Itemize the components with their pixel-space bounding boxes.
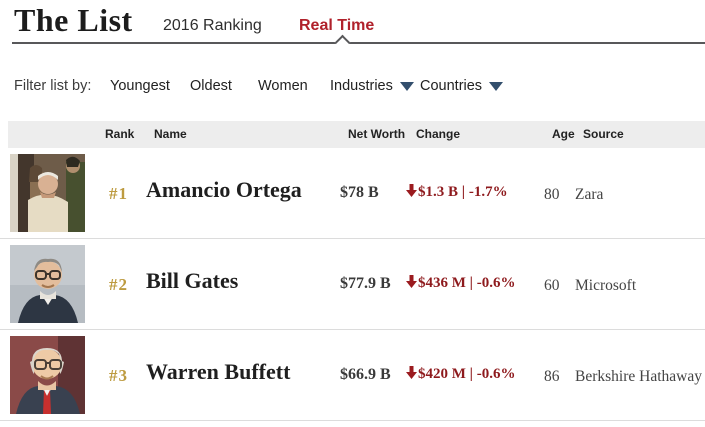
- filter-countries-label: Countries: [420, 78, 483, 94]
- table-row: #2 Bill Gates $77.9 B $436 M | -0.6% 60 …: [0, 239, 705, 330]
- filter-industries-dropdown[interactable]: Industries: [330, 78, 414, 94]
- filter-bar-label: Filter list by:: [14, 78, 92, 94]
- change-value: $1.3 B | -1.7%: [406, 184, 508, 202]
- source-value: Zara: [575, 186, 604, 203]
- billionaire-name-link[interactable]: Warren Buffett: [146, 359, 291, 384]
- active-tab-notch: [334, 34, 351, 51]
- change-separator: |: [461, 184, 466, 200]
- age-value: 86: [544, 368, 560, 385]
- filter-oldest[interactable]: Oldest: [190, 78, 232, 94]
- source-value: Berkshire Hathaway: [575, 368, 702, 385]
- column-header-name: Name: [154, 127, 187, 141]
- net-worth-value: $78 B: [340, 184, 379, 201]
- tab-real-time[interactable]: Real Time: [299, 17, 375, 34]
- chevron-down-icon: [399, 82, 414, 91]
- change-percent: -1.7%: [468, 184, 508, 200]
- column-header-rank: Rank: [105, 127, 135, 141]
- rank-badge: #1: [109, 184, 128, 203]
- billionaire-name-link[interactable]: Bill Gates: [146, 268, 239, 293]
- table-header: Rank Name Net Worth Change Age Source: [8, 121, 705, 148]
- rank-badge: #2: [109, 275, 128, 294]
- source-value: Microsoft: [575, 277, 637, 294]
- age-value: 60: [544, 277, 560, 294]
- filter-industries-label: Industries: [330, 78, 393, 94]
- table-row: #3 Warren Buffett $66.9 B $420 M | -0.6%…: [0, 330, 705, 421]
- amancio-ortega-photo[interactable]: [10, 154, 85, 232]
- change-separator: |: [469, 366, 473, 382]
- change-value: $436 M | -0.6%: [406, 275, 515, 293]
- chevron-down-icon: [489, 82, 504, 91]
- change-percent: -0.6%: [476, 275, 516, 291]
- change-percent: -0.6%: [476, 366, 516, 382]
- filter-countries-dropdown[interactable]: Countries: [420, 78, 504, 94]
- column-header-age: Age: [552, 127, 575, 141]
- change-amount: $420 M: [418, 366, 466, 382]
- bill-gates-photo[interactable]: [10, 245, 85, 323]
- page-title: The List: [14, 2, 133, 38]
- column-header-net-worth: Net Worth: [348, 127, 406, 141]
- net-worth-value: $77.9 B: [340, 275, 391, 292]
- change-separator: |: [469, 275, 473, 291]
- header-divider: [12, 42, 705, 44]
- net-worth-value: $66.9 B: [340, 366, 391, 383]
- down-arrow-icon: [406, 184, 417, 202]
- down-arrow-icon: [406, 275, 417, 293]
- rank-badge: #3: [109, 366, 128, 385]
- tab-2016-ranking[interactable]: 2016 Ranking: [163, 17, 262, 34]
- column-header-change: Change: [416, 127, 461, 141]
- filter-youngest[interactable]: Youngest: [110, 78, 170, 94]
- down-arrow-icon: [406, 366, 417, 384]
- column-header-source: Source: [583, 127, 624, 141]
- warren-buffett-photo[interactable]: [10, 336, 85, 414]
- change-amount: $436 M: [418, 275, 466, 291]
- table-row: #1 Amancio Ortega $78 B $1.3 B | -1.7% 8…: [0, 148, 705, 239]
- age-value: 80: [544, 186, 560, 203]
- billionaire-name-link[interactable]: Amancio Ortega: [146, 177, 302, 202]
- change-amount: $1.3 B: [418, 184, 459, 200]
- filter-bar: Filter list by: Youngest Oldest Women In…: [0, 78, 705, 98]
- filter-women[interactable]: Women: [258, 78, 308, 94]
- change-value: $420 M | -0.6%: [406, 366, 515, 384]
